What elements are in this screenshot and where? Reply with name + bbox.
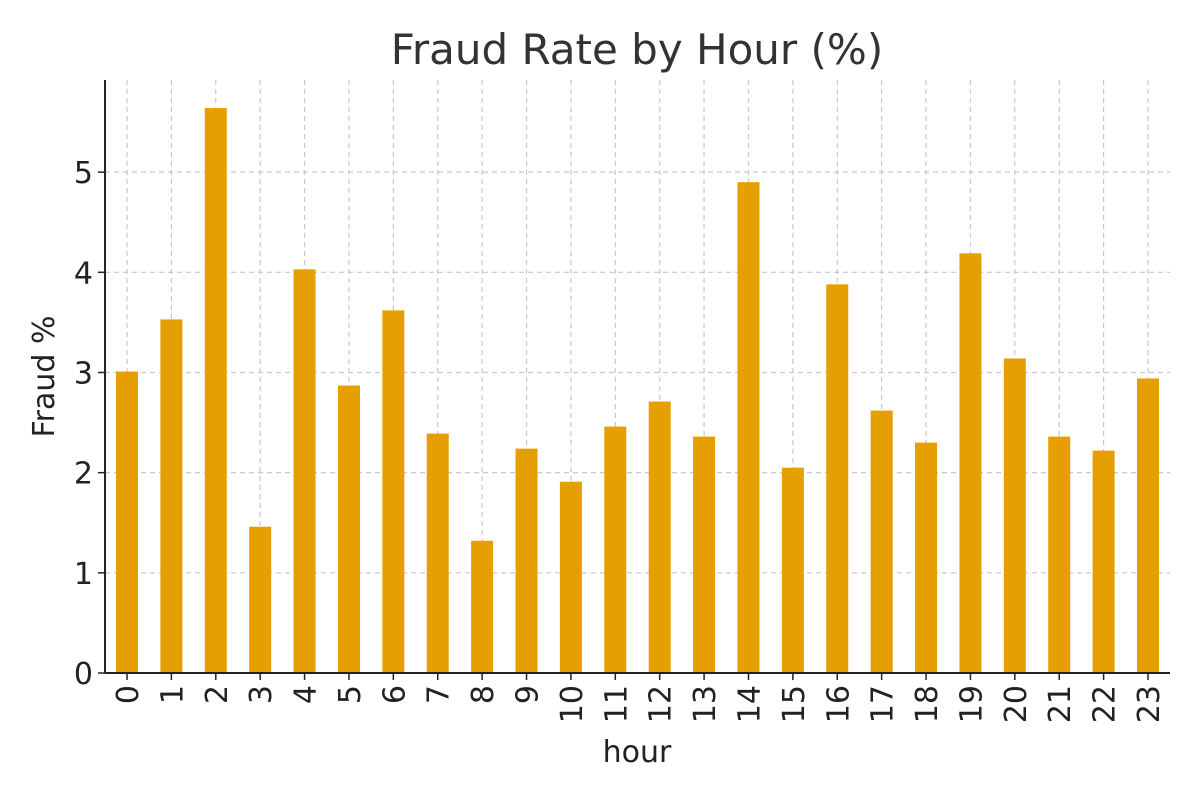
x-tick-label: 9 — [511, 685, 546, 704]
x-tick-label: 4 — [289, 685, 324, 704]
bar-hour-13 — [693, 436, 716, 673]
bar-hour-9 — [515, 448, 538, 673]
bar-hour-4 — [293, 269, 316, 673]
y-tick-labels: 0 1 2 3 4 5 — [74, 156, 105, 692]
x-tick-label: 2 — [200, 685, 235, 704]
x-tick-label: 15 — [777, 685, 812, 723]
x-tick-label: 8 — [466, 685, 501, 704]
chart-title: Fraud Rate by Hour (%) — [391, 25, 883, 74]
x-tick-label: 0 — [111, 685, 146, 704]
x-tick-label: 5 — [333, 685, 368, 704]
x-tick-label: 6 — [377, 685, 412, 704]
x-tick-label: 16 — [821, 685, 856, 723]
x-tick-label: 20 — [999, 685, 1034, 723]
x-tick-label: 22 — [1088, 685, 1123, 723]
bar-hour-1 — [160, 319, 183, 673]
x-tick-label: 7 — [422, 685, 457, 704]
bar-hour-16 — [826, 284, 849, 673]
bar-hour-5 — [337, 385, 360, 673]
bar-hour-12 — [648, 401, 671, 673]
bar-hour-2 — [204, 108, 227, 673]
bar-hour-3 — [249, 526, 272, 673]
bar-hour-22 — [1092, 450, 1115, 673]
y-tick-label: 3 — [74, 356, 93, 391]
bar-hour-7 — [426, 433, 449, 673]
y-tick-label: 0 — [74, 657, 93, 692]
x-tick-label: 21 — [1043, 685, 1078, 723]
bar-hour-23 — [1137, 378, 1159, 673]
bar-hour-10 — [559, 481, 582, 673]
x-tick-label: 3 — [244, 685, 279, 704]
x-tick-label: 1 — [155, 685, 190, 704]
bar-hour-19 — [959, 253, 982, 673]
x-tick-label: 19 — [954, 685, 989, 723]
x-tick-label: 18 — [910, 685, 945, 723]
x-tick-labels: 0 1 2 3 4 5 6 7 8 9 10 11 12 13 14 15 16 17 18 19 20 21 22 23 — [111, 673, 1167, 723]
x-tick-label: 12 — [644, 685, 679, 723]
x-axis-label: hour — [603, 735, 672, 770]
bar-hour-8 — [471, 540, 494, 673]
bar-hour-6 — [382, 310, 405, 673]
bar-hour-20 — [1003, 358, 1026, 673]
y-axis-label: Fraud % — [27, 316, 62, 438]
x-tick-label: 10 — [555, 685, 590, 723]
y-tick-label: 2 — [74, 457, 93, 492]
axes — [104, 80, 1170, 674]
bar-hour-18 — [915, 442, 938, 673]
x-tick-label: 13 — [688, 685, 723, 723]
bar-hour-11 — [604, 426, 627, 673]
bar-hour-0 — [116, 371, 138, 673]
bars — [116, 108, 1159, 673]
bar-hour-14 — [737, 182, 760, 673]
x-tick-label: 17 — [866, 685, 901, 723]
bar-hour-17 — [870, 410, 893, 673]
x-tick-label: 14 — [732, 685, 767, 723]
bar-hour-15 — [781, 467, 804, 673]
x-tick-label: 23 — [1132, 685, 1167, 723]
x-tick-label: 11 — [599, 685, 634, 723]
y-tick-label: 4 — [74, 256, 93, 291]
bar-hour-21 — [1048, 436, 1071, 673]
y-tick-label: 1 — [74, 557, 93, 592]
y-tick-label: 5 — [74, 156, 93, 191]
